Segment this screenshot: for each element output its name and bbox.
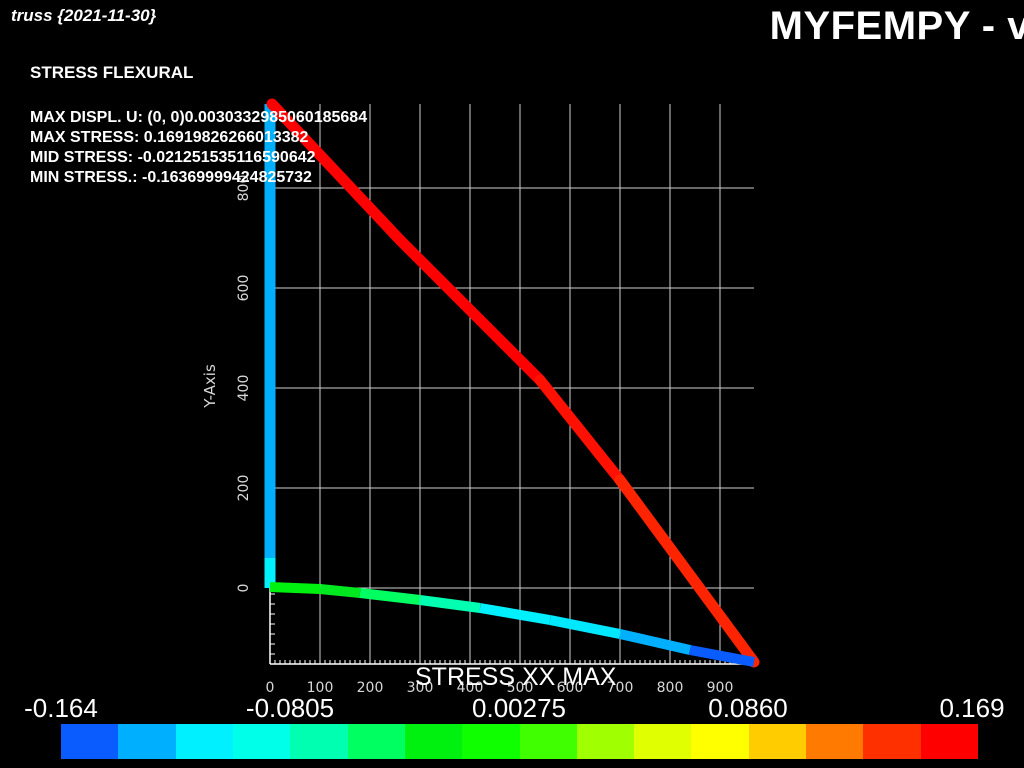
colorbar-swatch [118, 724, 176, 759]
member-bottom-segment [319, 584, 361, 598]
member-diagonal-segment [614, 474, 760, 668]
view-title: STRESS FLEXURAL [30, 63, 194, 82]
colorbar-swatch [404, 724, 463, 759]
colorbar-swatch [347, 724, 405, 759]
colorbar-swatch [175, 724, 233, 759]
y-tick-label: 0 [236, 584, 252, 593]
x-tick-label: 200 [357, 680, 384, 696]
x-tick-label: 500 [507, 680, 534, 696]
x-tick-label: 300 [407, 680, 434, 696]
x-tick-label: 600 [557, 680, 584, 696]
stress-colorbar [61, 724, 978, 759]
colorbar-label-mid: 0.00275 [472, 693, 566, 723]
colorbar-label-min: -0.164 [24, 693, 98, 723]
member-bottom-segment [689, 645, 755, 667]
colorbar-swatch [691, 724, 749, 759]
brand-title: MYFEMPY - v [769, 4, 1024, 48]
colorbar-swatch [634, 724, 692, 759]
info-max-displacement: MAX DISPL. U: (0, 0)0.003033298506018568… [30, 109, 368, 126]
member-bottom-segment [269, 582, 321, 594]
y-tick-label: 400 [236, 375, 252, 402]
x-tick-label: 800 [657, 680, 684, 696]
member-bottom-segment [479, 603, 551, 625]
colorbar-swatch [748, 724, 807, 759]
member-bottom-segment [618, 629, 692, 655]
member-diagonal-segment [394, 234, 546, 386]
colorbar-title: STRESS XX MAX [415, 663, 617, 691]
colorbar-swatch [863, 724, 921, 759]
x-tick-label: 700 [607, 680, 634, 696]
colorbar-swatch [290, 724, 348, 759]
colorbar-swatch [920, 724, 978, 759]
member-bottom-segment [419, 595, 481, 613]
y-tick-label: 200 [236, 475, 252, 502]
y-axis-label: Y-Axis [201, 364, 219, 409]
x-tick-label: 900 [707, 680, 734, 696]
colorbar-swatch [519, 724, 577, 759]
info-min-stress: MIN STRESS.: -0.16369999424825732 [30, 169, 312, 186]
member-diagonal-segment [534, 374, 626, 486]
x-tick-label: 100 [307, 680, 334, 696]
colorbar-label-max: 0.169 [939, 693, 1005, 723]
truss-members [264, 98, 760, 668]
info-mid-stress: MID STRESS: -0.021251535116590642 [30, 149, 316, 166]
x-tick-label: 0 [266, 680, 275, 696]
info-max-stress: MAX STRESS: 0.16919826266013382 [30, 129, 309, 146]
member-diagonal-segment [266, 98, 406, 246]
x-tick-label: 400 [457, 680, 484, 696]
colorbar-swatch [806, 724, 864, 759]
axis-tick-labels: 0 100 200 300 400 500 600 700 800 900 0 200 400 600 80… [201, 175, 733, 696]
colorbar-swatch [462, 724, 520, 759]
colorbar-swatch [61, 724, 119, 759]
colorbar-swatch [232, 724, 291, 759]
colorbar-label-q3: 0.0860 [708, 693, 788, 723]
app-title: truss {2021-11-30} [11, 6, 157, 25]
y-tick-label: 600 [236, 275, 252, 302]
member-bottom-segment [549, 615, 621, 639]
member-bottom-segment [359, 588, 421, 605]
plot-grid [269, 103, 754, 665]
colorbar-swatch [576, 724, 635, 759]
y-tick-label: 800 [236, 175, 252, 202]
colorbar-label-q1: -0.0805 [245, 693, 335, 723]
